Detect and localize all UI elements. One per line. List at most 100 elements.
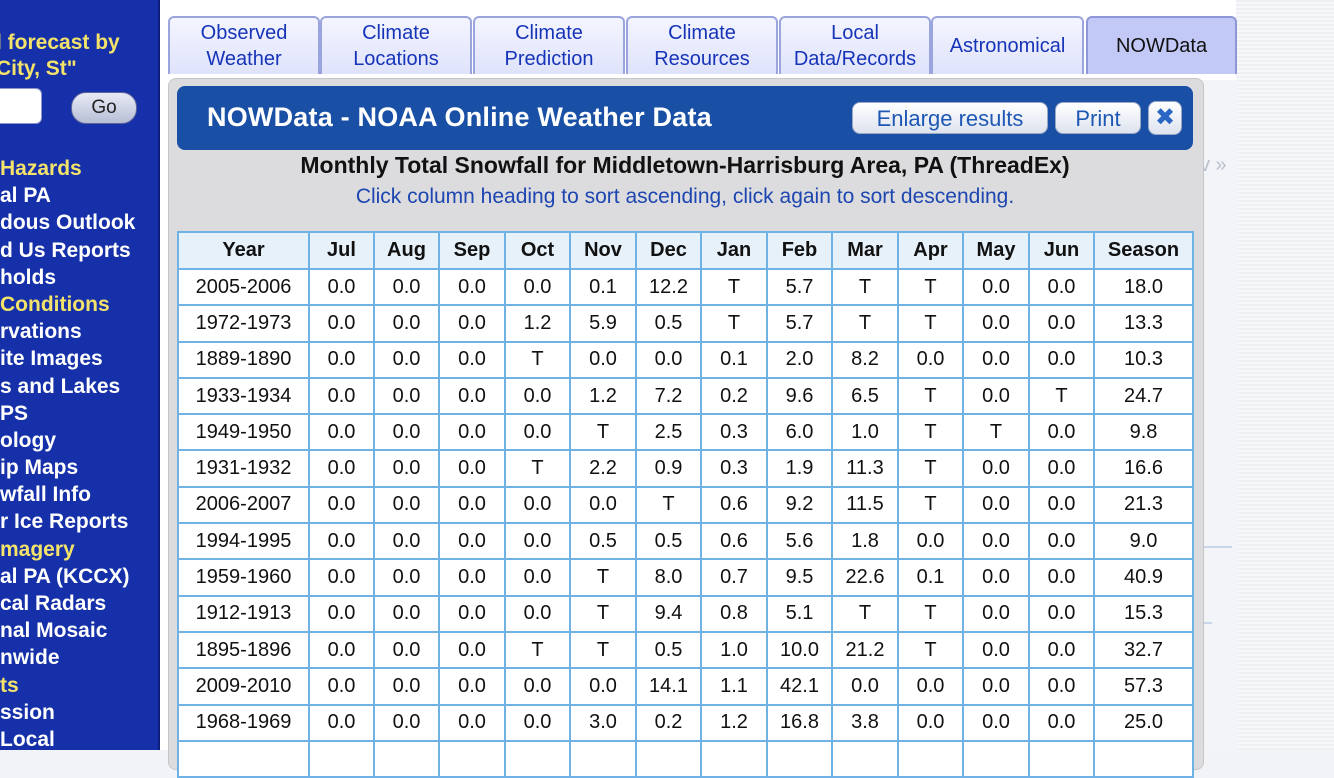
column-header-may[interactable]: May (962, 231, 1030, 270)
sidebar-link[interactable]: r Ice Reports (0, 510, 129, 534)
table-cell: 0.0 (438, 340, 506, 379)
table-cell: 14.1 (635, 667, 702, 706)
table-cell: 0.0 (373, 449, 440, 488)
tab-climate-prediction[interactable]: Climate Prediction (473, 16, 625, 74)
column-header-apr[interactable]: Apr (897, 231, 964, 270)
column-header-mar[interactable]: Mar (831, 231, 899, 270)
enlarge-results-button[interactable]: Enlarge results (852, 102, 1048, 134)
sidebar-link[interactable]: holds (0, 265, 56, 289)
sidebar-link[interactable]: Local (0, 727, 55, 750)
season-year-cell: 2006-2007 (177, 485, 310, 525)
table-cell: 0.0 (438, 449, 506, 488)
tab-observed-weather[interactable]: Observed Weather (168, 16, 320, 74)
city-search-input[interactable] (0, 88, 42, 124)
table-cell: 0.0 (373, 667, 440, 706)
close-icon[interactable]: ✖ (1148, 101, 1182, 135)
table-cell (504, 739, 571, 778)
table-cell: 5.7 (766, 304, 833, 343)
tab-climate-locations[interactable]: Climate Locations (320, 16, 472, 74)
table-cell: T (569, 413, 637, 452)
tab-label: Observed Weather (201, 20, 288, 72)
season-year-cell: 1968-1969 (177, 703, 310, 742)
tab-label: NOWData (1116, 33, 1207, 59)
tab-nowdata[interactable]: NOWData (1086, 16, 1237, 74)
column-header-year[interactable]: Year (177, 231, 310, 270)
sidebar-link[interactable]: wfall Info (0, 483, 91, 507)
tab-label-line: Prediction (504, 48, 594, 70)
column-header-jul[interactable]: Jul (308, 231, 375, 270)
table-row: 2006-2007 0.0 0.0 0.0 0.0 0.0 T 0.6 9.2 11.5 T 0.0 0… (177, 485, 1194, 525)
print-button[interactable]: Print (1055, 102, 1141, 134)
table-cell: 0.0 (962, 304, 1030, 343)
column-header-dec[interactable]: Dec (635, 231, 702, 270)
table-cell (1028, 739, 1095, 778)
table-cell: 15.3 (1093, 594, 1194, 633)
column-header-season[interactable]: Season (1093, 231, 1194, 270)
table-cell: 11.5 (831, 485, 899, 525)
sidebar-link[interactable]: cal Radars (0, 592, 107, 615)
table-cell: 0.9 (635, 449, 702, 488)
sidebar-link[interactable]: Conditions (0, 292, 110, 316)
column-header-sep[interactable]: Sep (438, 231, 506, 270)
table-cell: 0.0 (308, 267, 375, 307)
column-header-jan[interactable]: Jan (700, 231, 768, 270)
sidebar-link[interactable]: d Us Reports (0, 238, 131, 262)
tab-astronomical[interactable]: Astronomical (931, 16, 1084, 74)
sidebar-link[interactable]: ology (0, 428, 56, 452)
table-cell: T (897, 485, 964, 525)
sidebar-link[interactable]: rvations (0, 320, 82, 344)
sidebar-link[interactable]: ite Images (0, 347, 103, 371)
go-button[interactable]: Go (71, 92, 137, 124)
tab-label-line: NOWData (1115, 35, 1208, 57)
tab-local-data-records[interactable]: Local Data/Records (779, 16, 931, 74)
sidebar-link[interactable]: s and Lakes (0, 374, 121, 398)
table-cell: T (569, 630, 637, 670)
table-cell: 0.0 (1028, 522, 1095, 561)
table-cell: 0.0 (438, 304, 506, 343)
table-cell: 0.0 (1028, 558, 1095, 597)
table-cell: 0.1 (897, 558, 964, 597)
table-cell: T (700, 304, 768, 343)
table-cell: 0.0 (438, 630, 506, 670)
table-cell: 16.8 (766, 703, 833, 742)
table-cell: T (831, 267, 899, 307)
sidebar-link[interactable]: dous Outlook (0, 211, 136, 235)
table-cell: 0.6 (700, 485, 768, 525)
tab-climate-resources[interactable]: Climate Resources (626, 16, 778, 74)
tab-label-line: Weather (206, 48, 282, 70)
table-cell: T (569, 558, 637, 597)
column-header-feb[interactable]: Feb (766, 231, 833, 270)
table-cell (438, 739, 506, 778)
table-cell: 0.0 (438, 267, 506, 307)
table-cell: 9.4 (635, 594, 702, 633)
column-header-jun[interactable]: Jun (1028, 231, 1095, 270)
table-cell: 57.3 (1093, 667, 1194, 706)
table-cell: 0.0 (504, 267, 571, 307)
table-row: 2005-2006 0.0 0.0 0.0 0.0 0.1 12.2 T 5.7 T T 0.0 0.0… (177, 267, 1194, 307)
sidebar-link[interactable]: ssion (0, 700, 55, 724)
sidebar-link[interactable]: magery (0, 537, 75, 561)
sidebar-link[interactable]: Hazards (0, 157, 82, 180)
table-cell: 0.0 (438, 667, 506, 706)
sidebar-link[interactable]: nal Mosaic (0, 619, 108, 643)
table-cell (700, 739, 768, 778)
tab-label-line: Data/Records (793, 48, 917, 70)
sidebar-link[interactable]: nwide (0, 646, 60, 670)
table-cell: 0.0 (438, 522, 506, 561)
sidebar-link[interactable]: ip Maps (0, 456, 79, 480)
sidebar-link[interactable]: al PA (KCCX) (0, 564, 130, 588)
table-cell: 1.0 (831, 413, 899, 452)
sidebar-link[interactable]: al PA (0, 184, 51, 208)
table-cell (373, 739, 440, 778)
table-cell: 0.0 (308, 376, 375, 416)
table-cell: 0.3 (700, 449, 768, 488)
table-row: 1959-1960 0.0 0.0 0.0 0.0 T 8.0 0.7 9.5 22.6 0.1 0.… (177, 558, 1194, 597)
column-header-oct[interactable]: Oct (504, 231, 571, 270)
table-row: 1994-1995 0.0 0.0 0.0 0.0 0.5 0.5 0.6 5.6 1.8 0.0 0… (177, 522, 1194, 561)
column-header-nov[interactable]: Nov (569, 231, 637, 270)
season-year-cell: 1931-1932 (177, 449, 310, 488)
sidebar-link[interactable]: PS (0, 401, 29, 425)
sidebar-link[interactable]: ts (0, 673, 19, 697)
table-cell: 0.0 (308, 413, 375, 452)
column-header-aug[interactable]: Aug (373, 231, 440, 270)
